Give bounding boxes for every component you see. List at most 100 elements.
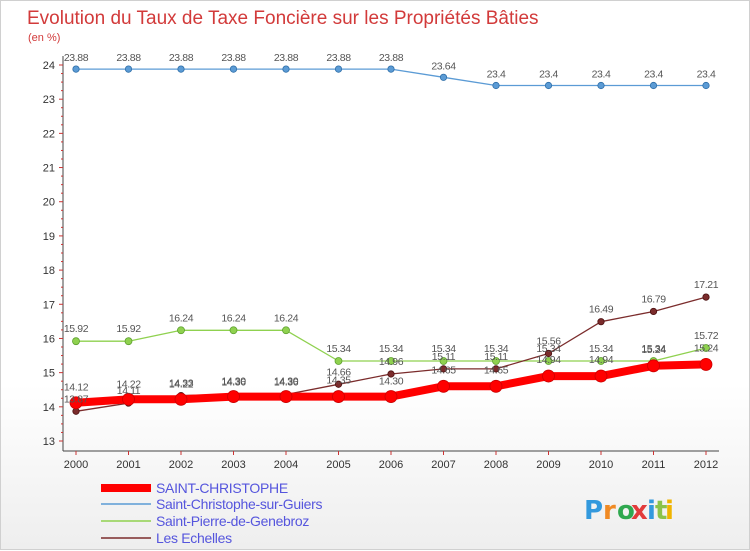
logo-letter: x [631, 496, 648, 526]
data-point [282, 65, 290, 73]
logo-letter: i [665, 496, 674, 526]
data-label: 14.22 [169, 378, 194, 390]
chart-subtitle: (en %) [28, 32, 60, 44]
data-point [282, 326, 290, 335]
data-label: 14.66 [326, 366, 351, 378]
data-label: 14.33 [169, 378, 194, 390]
data-point [177, 326, 185, 335]
data-point [492, 357, 500, 365]
data-label: 23.64 [431, 60, 456, 72]
data-point [72, 337, 80, 346]
data-point [69, 396, 83, 410]
data-label: 15.72 [694, 330, 719, 342]
x-tick-label: 2003 [221, 459, 245, 471]
data-label: 23.88 [64, 52, 89, 64]
data-point [544, 81, 553, 90]
data-point [594, 369, 608, 383]
data-point [492, 81, 500, 90]
data-label: 15.34 [484, 343, 509, 355]
data-label: 14.30 [379, 376, 404, 388]
series-1 [72, 65, 710, 90]
x-tick-label: 2008 [484, 459, 508, 471]
data-point [334, 380, 343, 388]
data-point [384, 390, 398, 403]
data-point [332, 390, 345, 403]
y-tick-label: 20 [43, 197, 55, 209]
data-label: 13.87 [64, 393, 89, 405]
data-label: 16.79 [641, 293, 666, 305]
x-tick-label: 2000 [64, 459, 88, 471]
data-point [72, 65, 80, 73]
logo-letter: P [584, 496, 603, 526]
y-tick-label: 18 [43, 265, 55, 277]
data-label: 23.88 [274, 52, 299, 64]
data-point [439, 357, 448, 365]
data-label: 14.65 [484, 364, 509, 376]
data-point [439, 73, 448, 81]
x-tick-label: 2006 [379, 459, 403, 471]
data-point [387, 65, 395, 73]
data-label: 15.92 [64, 323, 89, 335]
x-tick-label: 2007 [431, 459, 455, 471]
x-tick-label: 2010 [589, 459, 613, 471]
data-label: 23.4 [644, 69, 663, 81]
data-label: 15.34 [431, 343, 456, 355]
data-label: 23.88 [379, 52, 404, 64]
series-0 [69, 358, 713, 410]
data-label: 17.21 [694, 279, 719, 291]
legend-label: Saint-Pierre-de-Genebroz [156, 513, 309, 529]
legend-label: Saint-Christophe-sur-Guiers [156, 496, 322, 512]
data-label: 23.4 [697, 69, 716, 81]
data-point [439, 365, 448, 373]
y-tick-label: 21 [43, 163, 55, 175]
y-tick-label: 22 [43, 128, 55, 140]
data-label: 14.22 [116, 378, 141, 390]
data-point [387, 357, 395, 365]
data-point [492, 365, 500, 373]
data-label: 23.88 [221, 52, 246, 64]
data-label: 15.92 [116, 323, 141, 335]
data-label: 23.4 [487, 69, 506, 81]
data-label: 15.34 [641, 343, 666, 355]
data-label: 15.11 [484, 351, 508, 363]
data-point [229, 326, 238, 335]
series-2 [72, 326, 710, 365]
data-point [334, 65, 343, 73]
data-point [699, 358, 713, 371]
data-point [279, 390, 293, 403]
data-label: 14.94 [589, 354, 614, 366]
data-point [544, 349, 553, 358]
x-tick-label: 2009 [536, 459, 560, 471]
x-tick-label: 2011 [642, 459, 666, 471]
data-label: 15.24 [641, 344, 666, 356]
data-label: 14.96 [379, 356, 404, 368]
legend-label: SAINT-CHRISTOPHE [156, 480, 288, 496]
data-point [437, 379, 450, 393]
data-point [124, 65, 133, 73]
data-label: 14.11 [117, 385, 141, 397]
x-tick-label: 2002 [169, 459, 193, 471]
data-label: 14.36 [274, 377, 299, 389]
data-point [649, 307, 658, 316]
data-label: 14.94 [536, 354, 561, 366]
data-label: 16.24 [274, 312, 299, 324]
logo-letter: i [647, 496, 656, 526]
data-label: 15.34 [379, 343, 404, 355]
data-label: 14.65 [431, 364, 456, 376]
y-tick-label: 14 [43, 402, 55, 414]
data-point [489, 379, 503, 393]
data-point [229, 65, 238, 73]
data-point [597, 81, 605, 90]
y-tick-label: 16 [43, 333, 55, 345]
x-tick-label: 2012 [694, 459, 718, 471]
data-point [387, 370, 395, 378]
data-label: 16.24 [221, 312, 246, 324]
data-point [174, 392, 188, 406]
data-label: 23.88 [116, 52, 141, 64]
y-tick-label: 17 [43, 299, 55, 311]
legend-label: Les Echelles [156, 530, 232, 546]
data-label: 16.24 [169, 312, 194, 324]
data-point [177, 65, 185, 73]
